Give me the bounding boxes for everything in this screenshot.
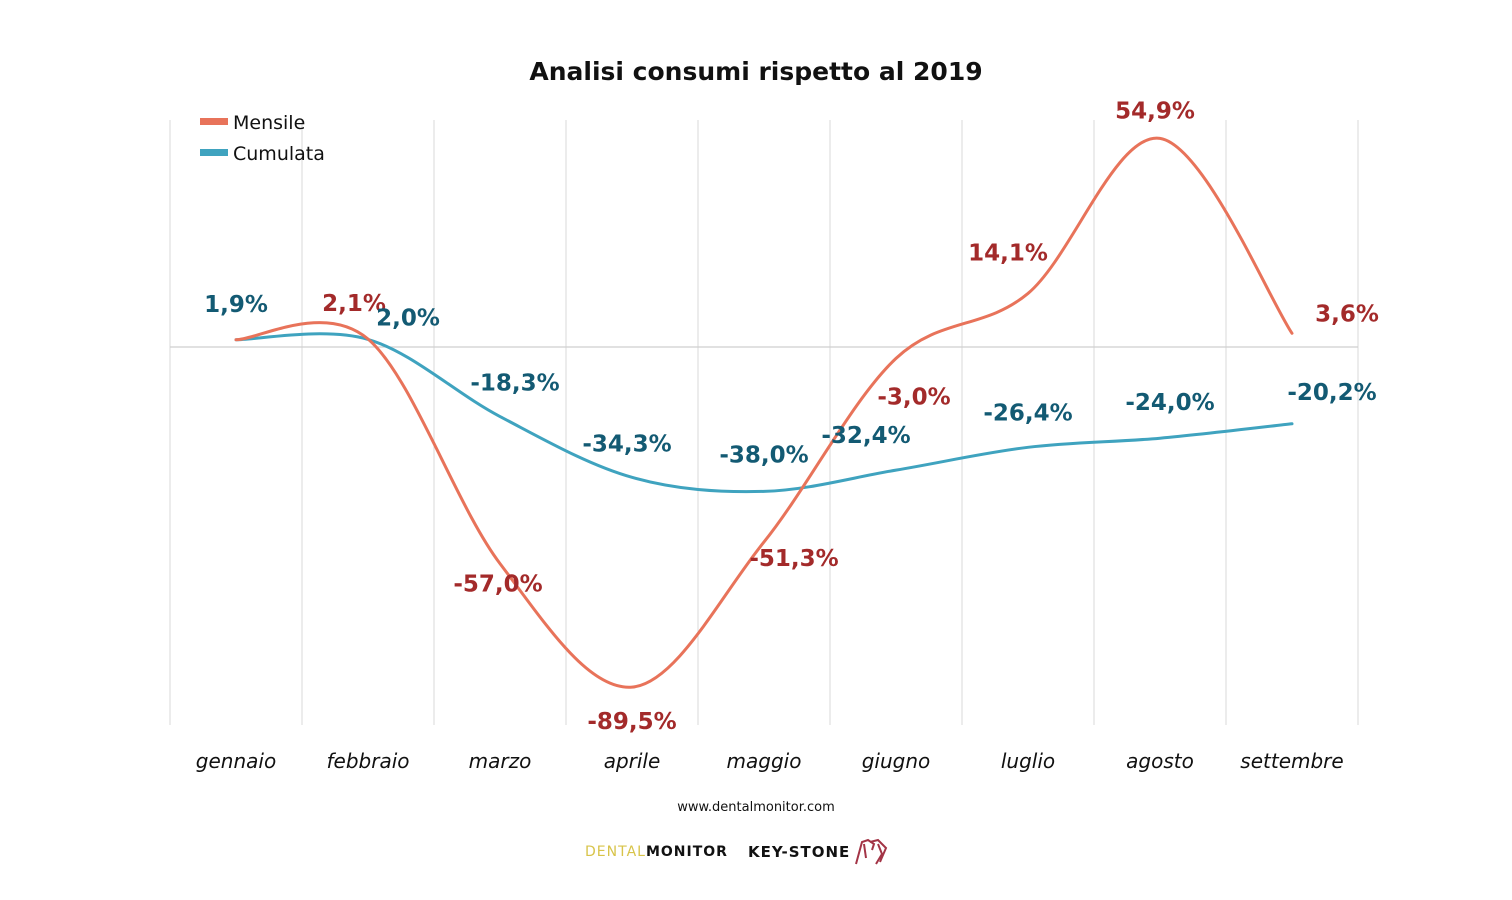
x-tick-label: marzo xyxy=(469,749,532,773)
legend-swatch-cumulata xyxy=(200,149,228,156)
legend-swatch-mensile xyxy=(200,118,228,125)
x-tick-label: luglio xyxy=(1001,749,1055,773)
x-tick-label: agosto xyxy=(1126,749,1194,773)
legend: Mensile Cumulata xyxy=(200,112,325,165)
x-axis-ticks: gennaio febbraio marzo aprile maggio giugno lu… xyxy=(196,749,1344,773)
grid xyxy=(169,120,1359,725)
x-tick-label: febbraio xyxy=(326,749,409,773)
series-line-cumulata xyxy=(234,332,1294,494)
logo-dental-text: DENTAL xyxy=(585,844,646,860)
data-label-cumulata: -18,3% xyxy=(470,371,559,397)
data-label-cumulata: 2,0% xyxy=(376,305,440,331)
legend-label-mensile: Mensile xyxy=(233,112,305,134)
footer-url: www.dentalmonitor.com xyxy=(677,800,835,815)
data-label-mensile: 54,9% xyxy=(1115,98,1195,124)
data-label-cumulata: -20,2% xyxy=(1287,380,1376,406)
footer-logos: DENTALMONITOR KEY-STONE xyxy=(585,836,892,868)
data-label-cumulata: 1,9% xyxy=(204,292,268,318)
data-label-mensile: 2,1% xyxy=(322,291,386,317)
data-label-mensile: -51,3% xyxy=(749,546,838,572)
chart-title: Analisi consumi rispetto al 2019 xyxy=(529,57,982,86)
data-label-cumulata: -26,4% xyxy=(983,400,1072,426)
keystone-logo: KEY-STONE xyxy=(748,836,892,868)
data-label-mensile: 14,1% xyxy=(968,240,1048,266)
series-line-mensile xyxy=(234,136,1294,689)
legend-item-mensile: Mensile xyxy=(200,112,305,134)
data-label-mensile: -89,5% xyxy=(587,709,676,735)
x-tick-label: giugno xyxy=(862,749,931,773)
series-group xyxy=(234,136,1294,689)
keystone-arch-icon xyxy=(855,838,888,865)
legend-item-cumulata: Cumulata xyxy=(200,143,325,165)
x-tick-label: aprile xyxy=(604,749,661,773)
x-tick-label: gennaio xyxy=(196,749,276,773)
data-label-mensile: 3,6% xyxy=(1315,301,1379,327)
line-chart: Analisi consumi rispetto al 2019 2,1% -57… xyxy=(169,57,1379,773)
logo-keystone-text: KEY-STONE xyxy=(747,843,851,861)
dentalmonitor-logo: DENTALMONITOR xyxy=(585,844,728,860)
logo-monitor-text: MONITOR xyxy=(645,844,728,860)
data-labels: 2,1% -57,0% -89,5% -51,3% -3,0% 14,1% 54,9% 3,6… xyxy=(204,98,1379,735)
data-label-cumulata: -34,3% xyxy=(582,431,671,457)
x-tick-label: settembre xyxy=(1240,749,1343,773)
legend-label-cumulata: Cumulata xyxy=(233,143,325,165)
data-label-cumulata: -32,4% xyxy=(821,423,910,449)
data-label-mensile: -3,0% xyxy=(877,384,950,410)
x-tick-label: maggio xyxy=(727,749,802,773)
data-label-cumulata: -38,0% xyxy=(719,442,808,468)
data-label-mensile: -57,0% xyxy=(453,572,542,598)
data-label-cumulata: -24,0% xyxy=(1125,390,1214,416)
